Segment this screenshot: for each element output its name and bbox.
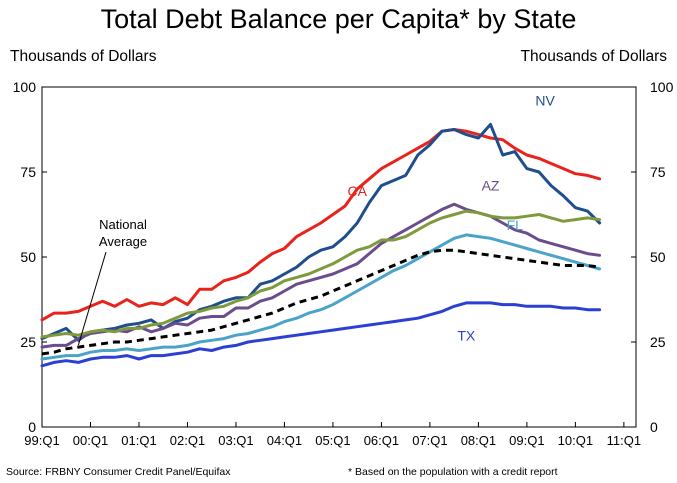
x-tick-label: 99:Q1 [24,433,59,448]
y-tick-label-right: 0 [650,419,658,435]
series-label-az: AZ [482,178,500,194]
chart-title: Total Debt Balance per Capita* by State [100,4,577,34]
series-line-fl [40,233,602,361]
series-line-tx [40,301,602,368]
x-tick-label: 00:Q1 [73,433,108,448]
plot-frame [41,86,637,428]
x-tick-label: 01:Q1 [121,433,156,448]
national-average-pointer [77,251,107,346]
y-tick-label-left: 25 [20,334,36,350]
y-tick-label-right: 75 [650,164,666,180]
x-tick-label: 02:Q1 [170,433,205,448]
y-axis-label-left: Thousands of Dollars [10,48,157,65]
x-tick-label: 07:Q1 [412,433,447,448]
series-label-fl: FL [507,217,524,233]
series-label-nv: NV [535,93,555,109]
series-line-ca [40,128,602,322]
series-line-nj [40,209,602,339]
x-tick-label: 08:Q1 [461,433,496,448]
series-label-national-average-line1: National [99,217,147,232]
y-tick-label-right: 25 [650,334,666,350]
y-tick-label-left: 0 [28,419,36,435]
series-label-national-average-line2: Average [99,234,147,249]
y-tick-label-left: 100 [13,79,37,95]
series-label-tx: TX [457,327,476,343]
x-tick-label: 05:Q1 [315,433,350,448]
y-tick-label-left: 75 [20,164,36,180]
x-tick-label: 09:Q1 [509,433,544,448]
y-tick-label-right: 100 [650,79,674,95]
x-tick-label: 03:Q1 [218,433,253,448]
y-tick-label-right: 50 [650,249,666,265]
x-tick-label: 04:Q1 [267,433,302,448]
series-line-nv [40,122,602,342]
source-footnote: Source: FRBNY Consumer Credit Panel/Equi… [6,466,231,478]
y-axis-label-right: Thousands of Dollars [520,48,667,65]
population-footnote: * Based on the population with a credit … [348,466,558,478]
series-line-national-average [41,248,600,356]
x-tick-label: 10:Q1 [558,433,593,448]
x-tick-label: 11:Q1 [607,433,641,448]
x-tick-label: 06:Q1 [364,433,399,448]
y-tick-label-left: 50 [20,249,36,265]
series-label-nj: NJ [676,193,677,209]
series-label-ca: CA [347,183,367,199]
